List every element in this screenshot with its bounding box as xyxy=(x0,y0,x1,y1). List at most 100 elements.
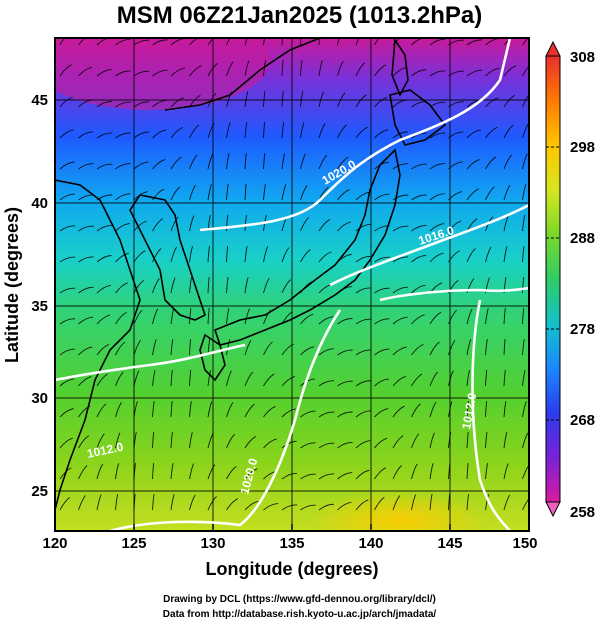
streamline xyxy=(448,493,451,511)
streamline xyxy=(503,307,506,325)
streamline xyxy=(207,92,217,108)
y-axis-title: Latitude (degrees) xyxy=(2,207,22,363)
streamline xyxy=(115,341,126,356)
streamline xyxy=(152,462,155,480)
streamline xyxy=(189,307,192,325)
streamline xyxy=(244,371,254,387)
streamline xyxy=(78,495,86,511)
streamline xyxy=(96,344,110,356)
y-tick-label: 45 xyxy=(31,92,48,109)
streamline xyxy=(466,248,476,263)
streamline xyxy=(207,246,210,263)
streamline xyxy=(522,153,528,170)
streamline xyxy=(226,339,231,356)
streamline xyxy=(337,501,352,511)
streamline xyxy=(429,70,446,77)
streamline xyxy=(522,401,527,418)
streamline xyxy=(429,432,435,449)
colorbar-label: 278 xyxy=(570,321,595,338)
streamline xyxy=(355,191,370,201)
streamline xyxy=(429,252,444,263)
isobar-south xyxy=(55,343,246,382)
streamline xyxy=(78,256,94,263)
streamline xyxy=(448,463,451,480)
colorbar-gradient xyxy=(545,55,561,503)
streamline xyxy=(226,277,229,294)
streamline xyxy=(448,131,464,139)
streamline xyxy=(170,97,185,108)
streamline xyxy=(133,401,138,418)
streamline xyxy=(263,406,276,418)
streamline xyxy=(189,154,198,170)
streamline xyxy=(485,463,489,480)
streamline xyxy=(78,99,93,108)
x-tick-label: 150 xyxy=(512,535,537,552)
streamline xyxy=(189,463,195,480)
x-tick-label: 120 xyxy=(42,535,67,552)
streamline xyxy=(263,309,272,325)
streamline xyxy=(448,309,457,325)
streamline xyxy=(281,59,284,77)
streamline xyxy=(59,225,76,232)
streamline xyxy=(59,348,75,356)
streamline xyxy=(59,467,72,480)
streamline xyxy=(96,163,113,170)
streamline xyxy=(522,184,527,201)
streamline xyxy=(244,308,250,325)
streamline xyxy=(115,463,120,480)
streamline xyxy=(281,38,283,46)
streamline xyxy=(503,432,508,449)
streamline xyxy=(263,184,266,201)
streamline xyxy=(300,38,302,46)
streamline xyxy=(96,101,113,108)
streamline xyxy=(429,494,433,511)
streamline xyxy=(392,99,408,108)
isobar-north xyxy=(199,38,512,232)
streamline xyxy=(244,403,255,418)
streamline xyxy=(429,193,445,201)
streamline xyxy=(59,497,71,511)
streamline xyxy=(392,286,408,294)
isobar-east xyxy=(471,299,511,531)
streamline xyxy=(189,38,199,46)
streamline xyxy=(503,494,511,511)
y-tick-label: 30 xyxy=(31,390,48,407)
streamline xyxy=(300,346,315,356)
korean-peninsula xyxy=(129,194,206,321)
wind-streamlines xyxy=(59,38,529,511)
colorbar-label: 298 xyxy=(570,139,595,156)
streamline xyxy=(281,504,298,511)
streamline xyxy=(170,67,186,77)
streamline xyxy=(59,96,73,108)
streamline xyxy=(300,122,305,139)
streamline xyxy=(337,60,344,77)
streamline xyxy=(300,153,306,170)
streamline xyxy=(281,122,285,139)
streamline xyxy=(115,101,131,108)
streamline xyxy=(170,463,174,480)
streamline xyxy=(115,193,131,201)
streamline xyxy=(503,401,507,418)
streamline xyxy=(466,188,479,201)
streamline xyxy=(300,60,303,77)
streamline xyxy=(281,408,296,418)
streamline xyxy=(244,214,247,232)
streamline xyxy=(226,61,234,77)
streamline xyxy=(374,348,390,356)
streamline xyxy=(466,494,469,511)
streamline xyxy=(318,348,334,356)
streamline xyxy=(244,91,249,108)
streamline xyxy=(392,405,405,418)
streamline xyxy=(170,494,175,511)
streamline xyxy=(263,121,266,139)
streamline xyxy=(115,163,131,170)
streamline xyxy=(281,311,293,325)
streamline xyxy=(96,284,112,294)
streamline xyxy=(448,220,462,232)
streamline xyxy=(503,94,516,108)
streamline xyxy=(503,65,517,77)
streamline xyxy=(281,279,291,294)
streamline xyxy=(355,440,371,449)
streamline xyxy=(207,464,216,480)
streamline xyxy=(96,494,102,511)
